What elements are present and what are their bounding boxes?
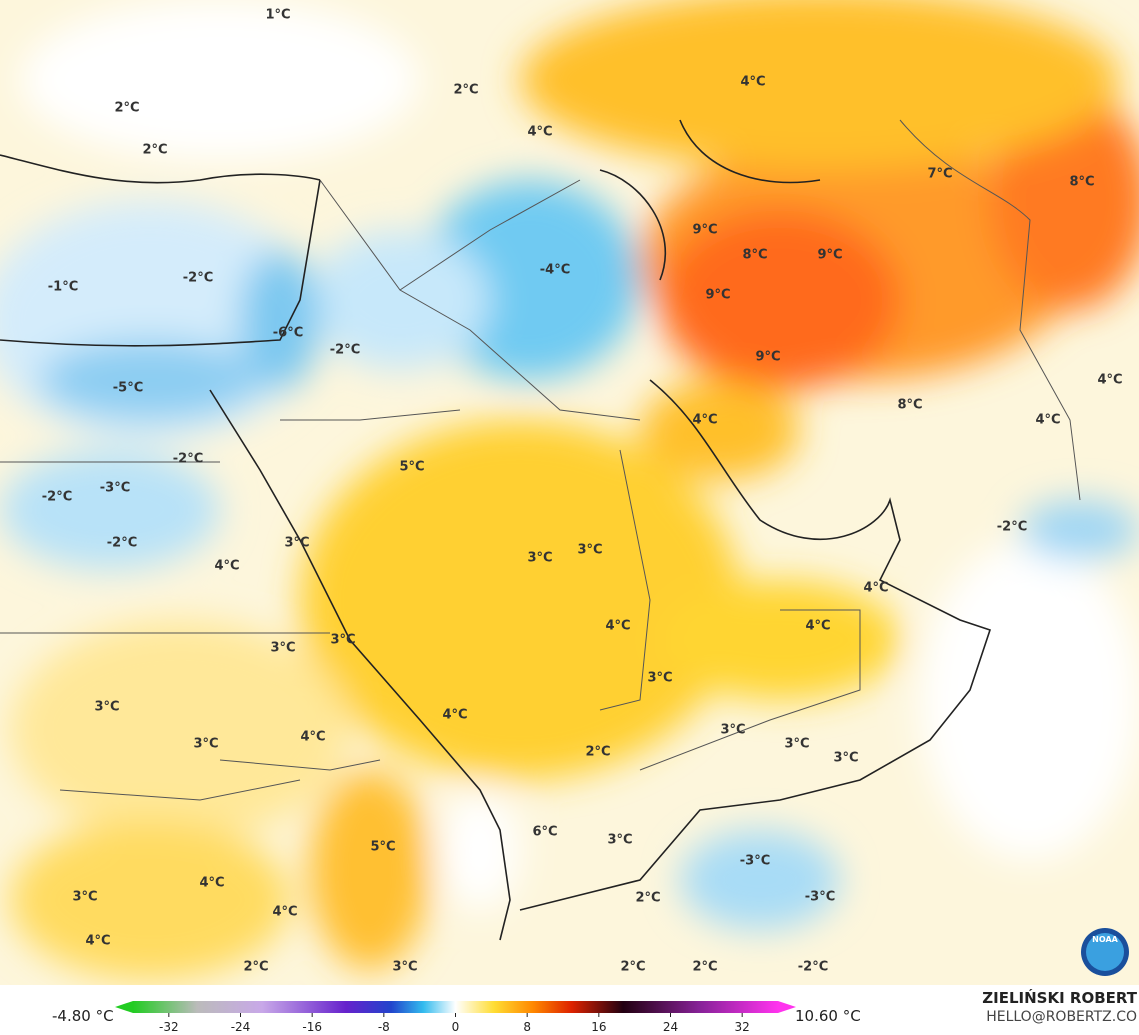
temperature-label: 4°C <box>442 708 467 723</box>
temperature-label: 6°C <box>532 825 557 840</box>
temperature-label: -3°C <box>805 890 835 905</box>
temperature-field <box>0 0 1139 985</box>
temperature-label: 8°C <box>1069 175 1094 190</box>
temperature-label: 3°C <box>330 633 355 648</box>
colorbar-tick-label: 24 <box>663 1020 678 1034</box>
temperature-label: 8°C <box>897 398 922 413</box>
temperature-label: 2°C <box>142 143 167 158</box>
temperature-label: 4°C <box>740 75 765 90</box>
temperature-label: 4°C <box>805 619 830 634</box>
temperature-label: 4°C <box>605 619 630 634</box>
temperature-label: 2°C <box>635 891 660 906</box>
colorbar-tick-label: 8 <box>523 1020 531 1034</box>
temperature-label: 4°C <box>300 730 325 745</box>
temperature-label: 3°C <box>193 737 218 752</box>
temperature-label: -6°C <box>273 326 303 341</box>
temperature-label: 1°C <box>265 8 290 23</box>
temperature-label: 5°C <box>399 460 424 475</box>
temperature-label: 4°C <box>527 125 552 140</box>
author: ZIELIŃSKI ROBERT <box>982 988 1137 1007</box>
temperature-label: -2°C <box>42 490 72 505</box>
contact: HELLO@ROBERTZ.CO <box>986 1009 1137 1025</box>
noaa-logo: NOAA <box>1081 928 1129 976</box>
temperature-label: 2°C <box>114 101 139 116</box>
temperature-label: 5°C <box>370 840 395 855</box>
temperature-label: 4°C <box>863 581 888 596</box>
colorbar-tick-label: 0 <box>452 1020 460 1034</box>
temperature-label: 8°C <box>742 248 767 263</box>
temperature-label: 3°C <box>392 960 417 975</box>
temperature-label: 4°C <box>214 559 239 574</box>
temperature-label: -2°C <box>107 536 137 551</box>
temperature-label: 4°C <box>272 905 297 920</box>
temperature-label: 3°C <box>720 723 745 738</box>
temperature-label: -5°C <box>113 381 143 396</box>
temperature-label: 3°C <box>270 641 295 656</box>
temperature-label: -3°C <box>100 481 130 496</box>
temperature-label: 9°C <box>755 350 780 365</box>
temperature-label: -4°C <box>540 263 570 278</box>
colorbar-tick-label: 16 <box>591 1020 606 1034</box>
colorbar-min-label: -4.80 °C <box>52 1007 114 1025</box>
temperature-label: -1°C <box>48 280 78 295</box>
temperature-label: 2°C <box>453 83 478 98</box>
temperature-label: 3°C <box>527 551 552 566</box>
temperature-label: 2°C <box>692 960 717 975</box>
colorbar-max-label: 10.60 °C <box>795 1007 861 1025</box>
temperature-label: 3°C <box>284 536 309 551</box>
temperature-label: 9°C <box>692 223 717 238</box>
temperature-label: 4°C <box>1097 373 1122 388</box>
temperature-label: 3°C <box>784 737 809 752</box>
temperature-label: 3°C <box>647 671 672 686</box>
temperature-label: 3°C <box>94 700 119 715</box>
temperature-label: 9°C <box>817 248 842 263</box>
colorbar-tick-label: -8 <box>378 1020 390 1034</box>
temperature-label: 2°C <box>585 745 610 760</box>
temperature-label: 4°C <box>1035 413 1060 428</box>
temperature-label: 4°C <box>692 413 717 428</box>
colorbar-tick-label: -24 <box>231 1020 251 1034</box>
temperature-label: -2°C <box>173 452 203 467</box>
temperature-label: 3°C <box>833 751 858 766</box>
temperature-label: -3°C <box>740 854 770 869</box>
temperature-label: 4°C <box>85 934 110 949</box>
colorbar-tick-label: 32 <box>735 1020 750 1034</box>
temperature-label: 9°C <box>705 288 730 303</box>
logo-text: NOAA <box>1092 935 1118 944</box>
colorbar-max-arrow <box>778 1001 796 1013</box>
temperature-label: 2°C <box>243 960 268 975</box>
colorbar-tick-label: -16 <box>302 1020 322 1034</box>
temperature-label: -2°C <box>183 271 213 286</box>
temperature-label: 3°C <box>607 833 632 848</box>
colorbar <box>133 1001 778 1013</box>
temperature-label: 2°C <box>620 960 645 975</box>
temperature-label: -2°C <box>330 343 360 358</box>
temperature-label: 7°C <box>927 167 952 182</box>
colorbar-min-arrow <box>115 1001 133 1013</box>
temperature-label: 4°C <box>199 876 224 891</box>
temperature-label: 3°C <box>72 890 97 905</box>
temperature-label: -2°C <box>997 520 1027 535</box>
temperature-label: -2°C <box>798 960 828 975</box>
colorbar-tick-label: -32 <box>159 1020 179 1034</box>
temperature-label: 3°C <box>577 543 602 558</box>
